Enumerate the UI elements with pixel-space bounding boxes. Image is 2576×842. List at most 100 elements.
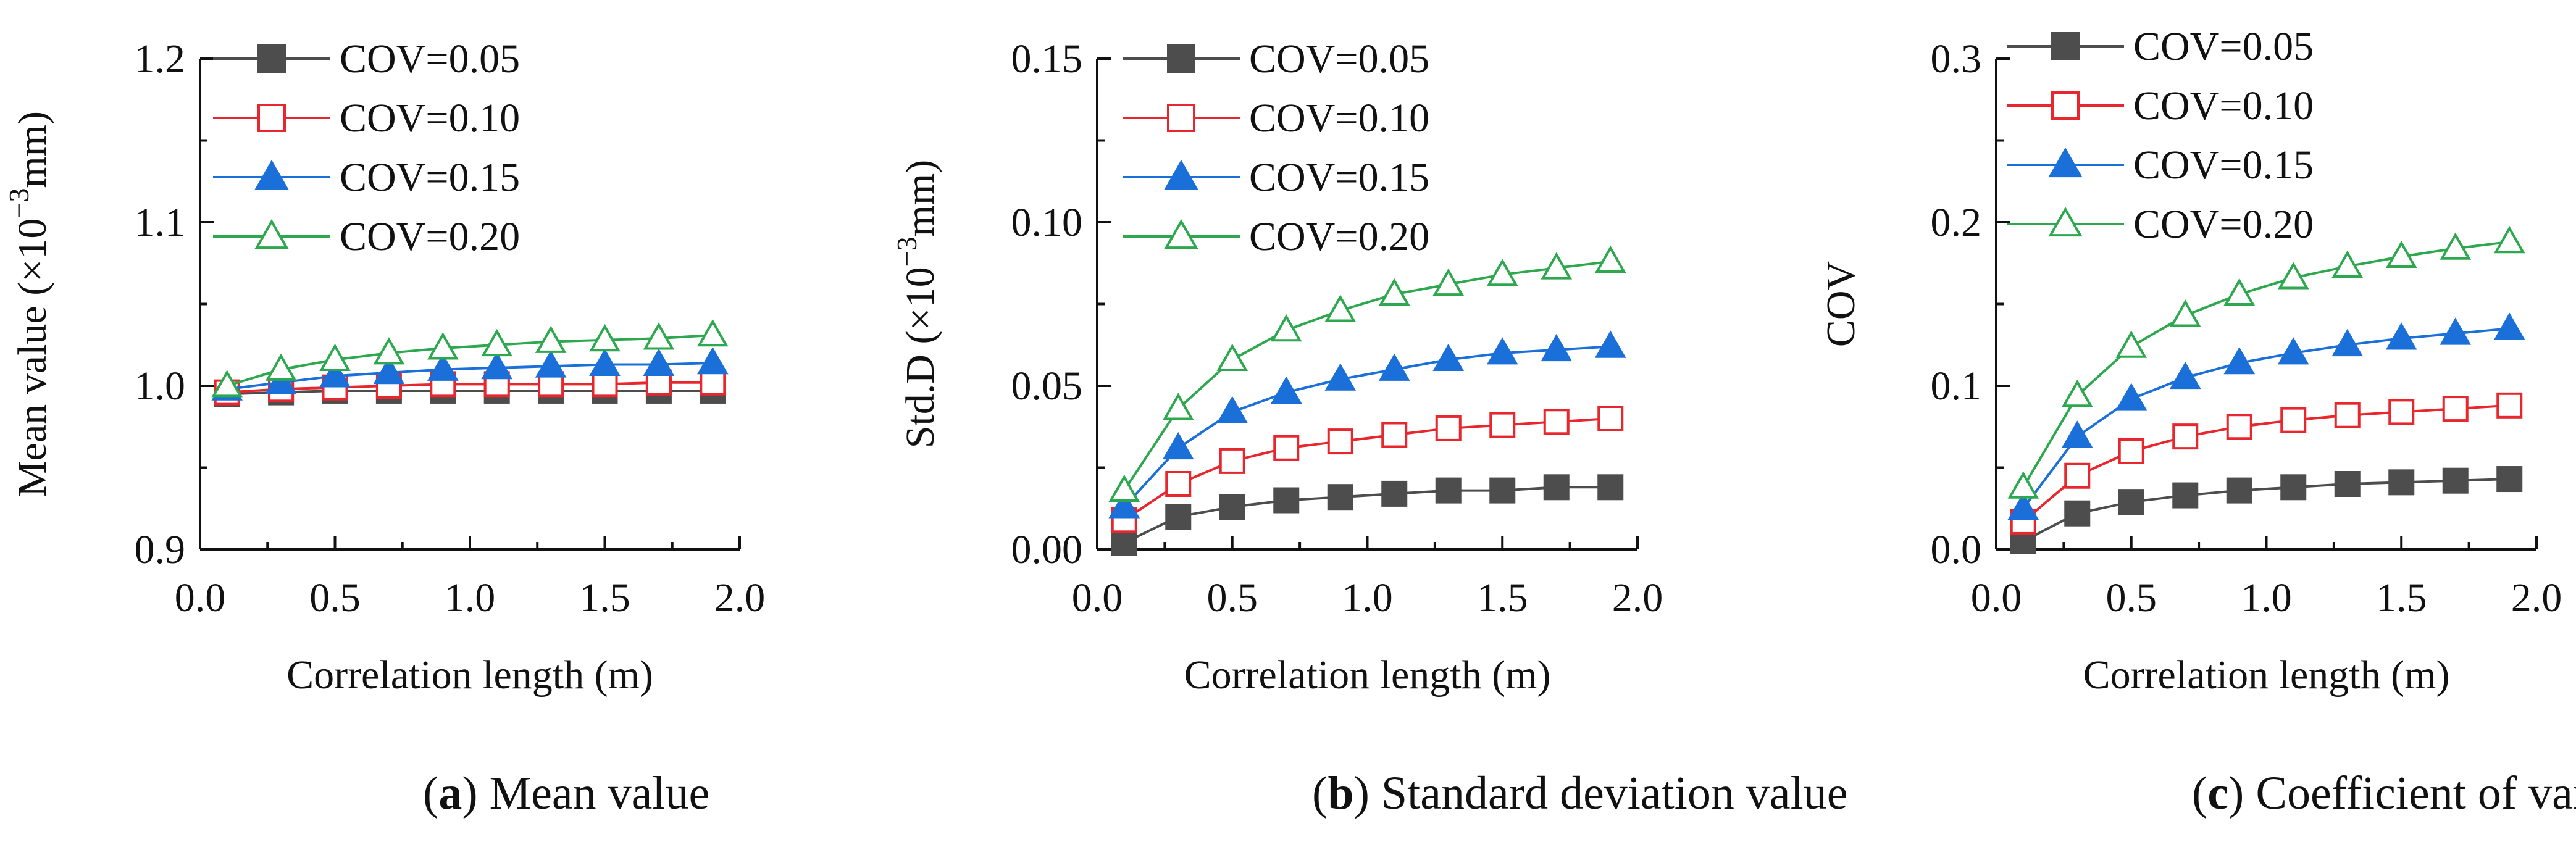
data-point-triangle [697,319,729,347]
data-point-square [2172,423,2199,450]
legend-marker-square [257,104,286,132]
caption-paren-close: ) [462,767,477,819]
data-point-square [2442,396,2469,422]
data-point-triangle [643,322,675,350]
y-axis-label-superscript: −3 [3,188,35,219]
x-tick-label: 1.5 [1477,575,1528,620]
chart-panel-c: 0.0 0.5 1.0 1.5 2.0 0.0 0.1 0.2 0.3 Correlation l… [1818,24,2576,819]
data-point-triangle [319,360,351,388]
y-axis-label: COV [1818,261,1863,347]
data-point-triangle [2061,380,2093,407]
x-tick-label: 2.0 [2511,575,2562,620]
legend-marker-triangle [2048,206,2083,237]
data-point-triangle [265,353,297,381]
data-point-square [1435,477,1462,504]
y-tick-label: 0.05 [1011,364,1083,409]
caption-title: Coefficient of variation [2244,767,2576,819]
data-point-square [2334,471,2361,497]
data-point-square [2226,477,2252,504]
series-line-1 [2022,478,2510,543]
legend-label: COV=0.15 [2133,143,2314,188]
data-point-triangle [1378,353,1410,381]
data-point-square [2280,474,2307,501]
caption-letter-char: c [2207,767,2228,819]
x-tick-label: 2.0 [1612,575,1663,620]
data-point-triangle [1108,491,1140,519]
data-point-square [1165,471,1192,497]
data-point-square [700,369,726,396]
legend-label: COV=0.10 [2133,83,2314,128]
data-point-triangle [265,366,297,394]
caption-paren-close: ) [1354,767,1370,819]
x-tick-label: 2.0 [714,575,766,620]
series-line-4 [2022,240,2510,488]
y-axis-label-main: COV [1818,261,1863,347]
series-line-2 [1123,417,1611,521]
data-point-triangle [1432,343,1465,371]
legend-label: COV=0.20 [340,214,520,259]
y-tick-label: 0.10 [1011,200,1083,245]
data-point-square [1327,428,1353,455]
x-axis-label: Correlation length (m) [1184,652,1551,698]
data-point-square [1327,484,1353,511]
y-axis-label-unit: mm) [10,111,55,188]
data-point-triangle [481,328,512,357]
data-point-triangle [535,350,567,378]
caption-title: Mean value [478,767,710,819]
data-point-triangle [2331,328,2364,357]
data-point-square [2064,462,2091,489]
data-point-square [1111,530,1137,556]
data-point-triangle [1162,431,1194,460]
data-point-triangle [2440,232,2472,260]
data-point-square [2496,392,2523,419]
data-point-triangle [427,353,459,381]
data-point-square [2226,414,2252,440]
y-tick-label: 0.3 [1931,36,1982,81]
data-point-triangle [697,347,729,375]
x-tick-label: 0.5 [2106,575,2157,620]
data-point-square [2172,482,2199,509]
data-point-triangle [1108,474,1140,502]
legend-label: COV=0.15 [1249,155,1429,200]
series-line-1 [1123,486,1611,544]
y-axis-label-main: Std.D (×10 [898,267,943,448]
x-axis-label: Correlation length (m) [286,652,653,698]
y-tick-label: 0.1 [1931,364,1982,409]
data-point-triangle [1378,278,1410,306]
data-point-triangle [2493,312,2525,340]
data-point-triangle [427,332,459,360]
legend-marker-triangle [2048,147,2083,178]
x-tick-label: 1.0 [445,575,496,620]
data-point-triangle [2223,347,2256,375]
chart-panel-a: 0.0 0.5 1.0 1.5 2.0 0.9 1.0 1.1 1.2 Correlation l… [3,36,765,819]
caption-title: Standard deviation value [1370,767,1848,819]
series-line-3 [227,361,713,391]
data-point-triangle [2061,420,2093,448]
data-point-triangle [2440,317,2472,345]
data-point-triangle [1432,268,1465,296]
legend-marker-square [2051,32,2080,60]
legend-label: COV=0.20 [1249,214,1429,259]
data-point-square [1543,474,1570,501]
data-point-square [1543,409,1570,435]
data-point-square [1219,494,1245,520]
series-line-4 [1123,260,1611,491]
data-point-triangle [319,343,351,371]
data-point-square [2496,466,2523,493]
legend-marker-square [2051,91,2080,120]
panel-caption: (b) Standard deviation value [1312,767,1847,819]
caption-letter-char: b [1328,767,1353,819]
data-point-square [1273,487,1300,514]
x-axis-label: Correlation length (m) [2083,652,2450,698]
y-axis-label: Mean value (×10−3mm) [3,111,55,497]
data-point-triangle [481,351,512,380]
data-point-triangle [1486,258,1518,286]
legend-label: COV=0.05 [2133,24,2314,69]
series-line-2 [2022,404,2510,523]
data-point-square [2280,407,2307,433]
legend-label: COV=0.10 [340,96,520,141]
y-tick-label: 0.9 [135,527,186,572]
y-tick-label: 1.1 [135,200,186,245]
legend-marker-triangle [1164,219,1198,249]
legend-marker-square [257,44,286,73]
